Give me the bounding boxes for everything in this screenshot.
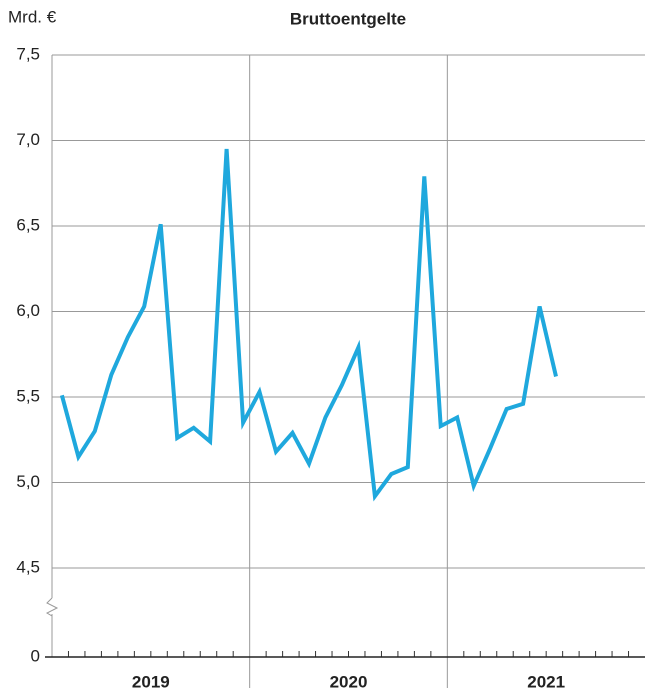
year-label: 2021 [527, 672, 565, 691]
year-label: 2019 [132, 672, 170, 691]
y-unit: Mrd. € [8, 7, 57, 26]
chart-title: Bruttoentgelte [290, 9, 406, 28]
y-tick-label: 6,0 [16, 301, 40, 320]
y-tick-label: 7,0 [16, 130, 40, 149]
axis-break [45, 597, 59, 617]
y-tick-label: 6,5 [16, 215, 40, 234]
y-tick-label: 5,0 [16, 472, 40, 491]
y-tick-label: 7,5 [16, 44, 40, 63]
y-tick-label: 5,5 [16, 386, 40, 405]
line [59, 148, 558, 502]
y-tick-label: 0 [31, 646, 40, 665]
y-tick-label: 4,5 [16, 557, 40, 576]
year-label: 2020 [330, 672, 368, 691]
